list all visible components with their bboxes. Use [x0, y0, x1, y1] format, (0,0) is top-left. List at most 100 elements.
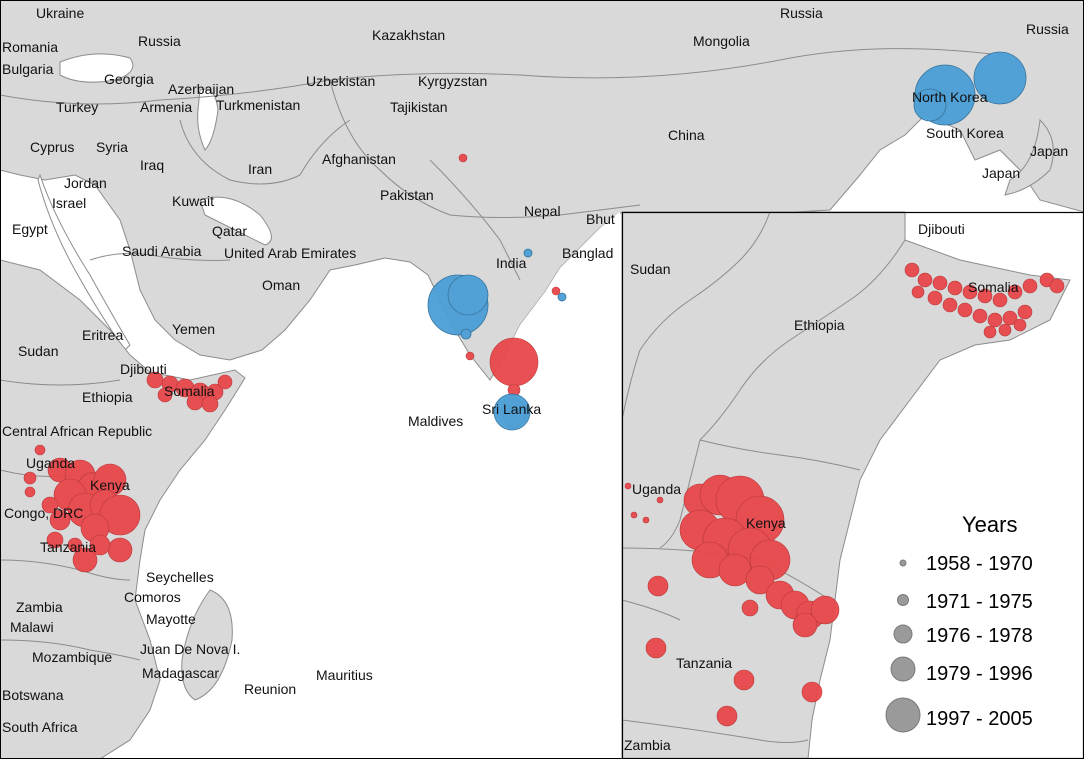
main-map-red-points — [23, 153, 561, 573]
point — [201, 395, 219, 413]
map-label: Russia — [138, 33, 181, 49]
point — [992, 292, 1008, 308]
map-label: Tanzania — [40, 539, 96, 555]
legend-entry: 1958 - 1970 — [926, 553, 1033, 575]
point — [458, 153, 468, 163]
point — [1022, 278, 1038, 294]
point — [1007, 284, 1023, 300]
map-label: Uganda — [632, 481, 681, 497]
point — [972, 308, 988, 324]
map-label: Afghanistan — [322, 151, 396, 167]
point — [557, 292, 567, 302]
map-label: China — [668, 127, 705, 143]
point — [67, 537, 83, 553]
point — [973, 51, 1027, 105]
map-label: Somalia — [968, 279, 1019, 295]
point — [792, 612, 818, 638]
map-label: Tajikistan — [390, 99, 448, 115]
point — [493, 393, 531, 431]
point — [23, 471, 37, 485]
map-label: Malawi — [10, 619, 54, 635]
map-label: Central African Republic — [2, 423, 152, 439]
map-label: Somalia — [164, 383, 215, 399]
map-label: Uganda — [26, 455, 75, 471]
map-label: United Arab Emirates — [224, 245, 356, 261]
point — [1017, 304, 1033, 320]
point — [107, 537, 133, 563]
legend-symbol — [890, 656, 916, 682]
map-label: Djibouti — [120, 361, 167, 377]
point — [46, 531, 64, 549]
point — [741, 599, 759, 617]
map-label: Sudan — [18, 343, 58, 359]
map-label: North Korea — [912, 89, 988, 105]
point — [927, 290, 943, 306]
map-label: Banglad — [562, 245, 613, 261]
map-label: Saudi Arabia — [122, 243, 202, 259]
main-map-labels: Ukraine Russia Kazakhstan Romania Bulgar… — [2, 5, 1069, 735]
legend: Years 1958 - 1970 1971 - 1975 1976 - 197… — [885, 512, 1033, 733]
point — [1013, 318, 1027, 332]
point — [489, 337, 539, 387]
point — [947, 280, 963, 296]
map-label: Japan — [982, 165, 1020, 181]
map-label: Bhut — [586, 211, 615, 227]
map-label: India — [496, 255, 527, 271]
point — [716, 705, 738, 727]
point — [1049, 278, 1065, 294]
point — [810, 595, 840, 625]
map-label: Mayotte — [146, 611, 196, 627]
map-label: Azerbaijan — [168, 81, 234, 97]
point — [1002, 310, 1018, 326]
map-label: Kazakhstan — [372, 27, 445, 43]
legend-entry: 1971 - 1975 — [926, 591, 1033, 613]
point — [41, 496, 59, 514]
main-map-borders — [0, 48, 1001, 661]
map-label: Iraq — [140, 157, 164, 173]
point — [983, 325, 997, 339]
map-label: Ethiopia — [82, 389, 133, 405]
map-label: Botswana — [2, 687, 64, 703]
point — [998, 323, 1012, 337]
legend-entry: 1976 - 1978 — [926, 625, 1033, 647]
legend-symbol — [893, 624, 913, 644]
map-label: Nepal — [524, 203, 561, 219]
map-label: Armenia — [140, 99, 192, 115]
legend-title: Years — [962, 512, 1017, 537]
legend-symbol — [897, 594, 909, 606]
point — [904, 262, 920, 278]
point — [962, 284, 978, 300]
main-map-blue-points — [427, 51, 1027, 431]
map-label: Tanzania — [676, 655, 732, 671]
map-label: Uzbekistan — [306, 73, 375, 89]
legend-symbol — [899, 559, 907, 567]
point — [957, 302, 973, 318]
map-label: Congo, DRC — [4, 505, 83, 521]
map-label: Mongolia — [693, 33, 750, 49]
point — [656, 496, 664, 504]
map-label: Mauritius — [316, 667, 373, 683]
point — [647, 575, 669, 597]
inset-map-red-points — [624, 262, 1065, 727]
map-label: Kuwait — [172, 193, 214, 209]
map-label: Kyrgyzstan — [418, 73, 487, 89]
map-label: South Africa — [2, 719, 78, 735]
map-label: Madagascar — [142, 665, 219, 681]
point — [942, 297, 958, 313]
map-label: Russia — [1026, 21, 1069, 37]
legend-symbol — [885, 697, 921, 733]
map-label: Syria — [96, 139, 128, 155]
legend-entry: 1997 - 2005 — [926, 708, 1033, 730]
point — [49, 509, 71, 531]
map-label: Egypt — [12, 221, 48, 237]
map-label: Cyprus — [30, 139, 74, 155]
point — [447, 274, 489, 316]
map-label: Pakistan — [380, 187, 434, 203]
map-label: Romania — [2, 39, 58, 55]
point — [630, 511, 638, 519]
point — [624, 482, 632, 490]
map-label: Eritrea — [82, 327, 123, 343]
map-label: Turkmenistan — [216, 97, 300, 113]
map-label: Oman — [262, 277, 300, 293]
point — [977, 288, 993, 304]
